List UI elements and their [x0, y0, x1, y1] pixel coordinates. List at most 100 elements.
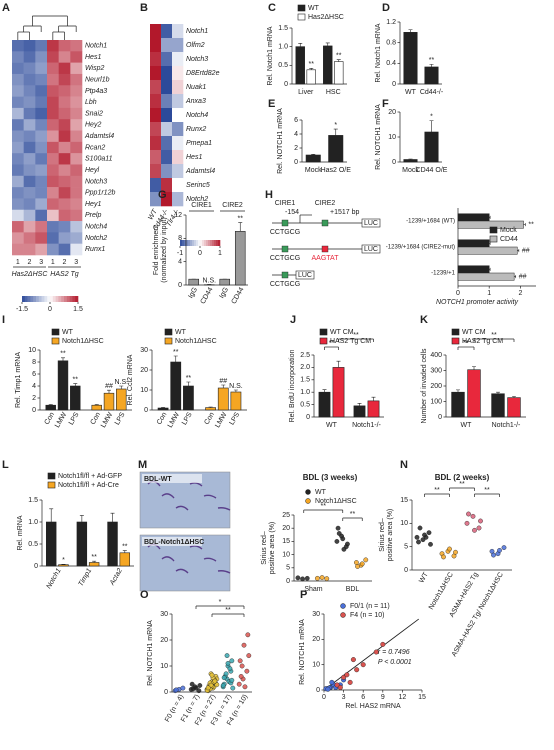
- data-point: [329, 679, 335, 685]
- data-point: [360, 662, 366, 668]
- row-label: Hey2: [85, 122, 101, 129]
- data-point: [190, 686, 196, 692]
- row-label: Snai2: [85, 110, 103, 117]
- heatmap-cell: [70, 119, 83, 131]
- colorbar-step: [196, 240, 199, 246]
- y-axis-label: Rel. NOTCH1 mRNA: [277, 108, 284, 174]
- legend-label: F0/1 (n = 11): [350, 603, 390, 610]
- heatmap-cell: [35, 96, 48, 109]
- x-tick-label: IgG: [218, 286, 230, 299]
- error-bar: [489, 267, 491, 271]
- bar: [507, 397, 521, 418]
- colorbar-step: [198, 240, 201, 246]
- y-axis-label: Fold enrichment: [153, 225, 160, 275]
- motif-label: CCTGCG: [270, 255, 300, 262]
- heatmap-cell: [47, 62, 59, 75]
- bar: [424, 66, 439, 85]
- colorbar-step: [202, 240, 205, 246]
- x-tick-label: LPS: [229, 411, 242, 426]
- legend-label: Notch1ΔHSC: [315, 498, 357, 505]
- luc-box: [361, 244, 381, 254]
- row-label: Adamtsl4: [84, 133, 114, 140]
- significance: ##: [219, 378, 227, 385]
- y-axis-label: Rel. NOTCH1 mRNA: [375, 104, 382, 170]
- y-tick-label: 20: [140, 367, 148, 374]
- x-tick-label: Timp1: [78, 567, 94, 587]
- heatmap-cell: [12, 51, 24, 63]
- data-point: [189, 681, 195, 687]
- x-tick-label: BDL: [346, 586, 360, 593]
- heatmap-cell: [150, 24, 162, 39]
- significance: **: [309, 61, 315, 68]
- heatmap-cell: [70, 51, 83, 63]
- row-label: Notch1: [85, 43, 107, 50]
- heatmap-cell: [23, 209, 36, 222]
- y-axis-label: positive area (%): [387, 509, 394, 562]
- cire-box: [281, 271, 289, 279]
- heatmap-cell: [12, 209, 24, 222]
- y-tick-label: 0: [316, 687, 320, 694]
- heatmap-cell: [12, 40, 24, 52]
- heatmap-cell: [70, 130, 83, 143]
- significance: **: [91, 554, 97, 561]
- y-tick-label: 10: [312, 662, 320, 669]
- data-point: [197, 683, 203, 688]
- legend-label: Has2ΔHSC: [308, 14, 344, 21]
- error-bar: [119, 385, 124, 389]
- heatmap-cell: [12, 164, 24, 177]
- heatmap-cell: [47, 153, 59, 165]
- heatmap-cell: [172, 80, 184, 95]
- legend-swatch: [489, 235, 498, 243]
- bar: [57, 360, 69, 411]
- y-tick-label: 20: [388, 109, 396, 116]
- y-axis-label: Rel. Timp1 mRNA: [15, 352, 22, 408]
- bar: [58, 564, 69, 567]
- data-point: [180, 685, 186, 691]
- y-tick-label: 0.8: [386, 40, 396, 47]
- bar: [188, 278, 200, 286]
- significance: **: [238, 215, 244, 222]
- heatmap-cell: [35, 243, 48, 256]
- heatmap-cell: [172, 122, 184, 137]
- legend-swatch: [319, 328, 328, 336]
- y-axis-label: Rel. mRNA: [17, 515, 24, 550]
- x-tick-label: Acta2: [108, 567, 124, 587]
- heatmap-cell: [12, 141, 24, 154]
- chart-title: BDL (2 weeks): [435, 473, 490, 482]
- tissue-stain: [161, 556, 175, 562]
- heatmap-cell: [58, 153, 71, 165]
- colorbar-label: -1.5: [16, 306, 28, 313]
- row-label: Notch2: [186, 196, 208, 203]
- data-point: [300, 576, 305, 582]
- error-bar: [186, 381, 191, 386]
- heatmap-cell: [47, 164, 59, 177]
- error-bar: [49, 508, 54, 522]
- heatmap-cell: [58, 107, 71, 120]
- heatmap-cell: [70, 40, 83, 52]
- data-point: [334, 682, 340, 688]
- heatmap-cell: [172, 192, 184, 207]
- heatmap-cell: [161, 24, 173, 39]
- cire-label: CIRE2: [315, 200, 336, 207]
- colorbar-step: [52, 296, 56, 302]
- data-point: [414, 534, 420, 540]
- y-tick-label: 4: [178, 259, 182, 266]
- data-point: [355, 564, 360, 569]
- error-bar: [523, 223, 526, 227]
- heatmap-cell: [35, 73, 48, 86]
- panel-label: P: [300, 589, 307, 601]
- data-point: [347, 679, 353, 685]
- heatmap-cell: [172, 94, 184, 109]
- x-tick-label: 12: [399, 694, 407, 701]
- bar: [217, 387, 229, 411]
- column-label: 3: [39, 259, 43, 266]
- heatmap-cell: [35, 130, 48, 143]
- tissue-stain: [175, 568, 189, 574]
- error-bar: [333, 128, 338, 136]
- heatmap-cell: [161, 38, 173, 53]
- data-point: [229, 677, 235, 683]
- data-point: [220, 683, 226, 688]
- heatmap-cell: [161, 192, 173, 207]
- heatmap-cell: [58, 73, 71, 86]
- data-point: [236, 681, 242, 687]
